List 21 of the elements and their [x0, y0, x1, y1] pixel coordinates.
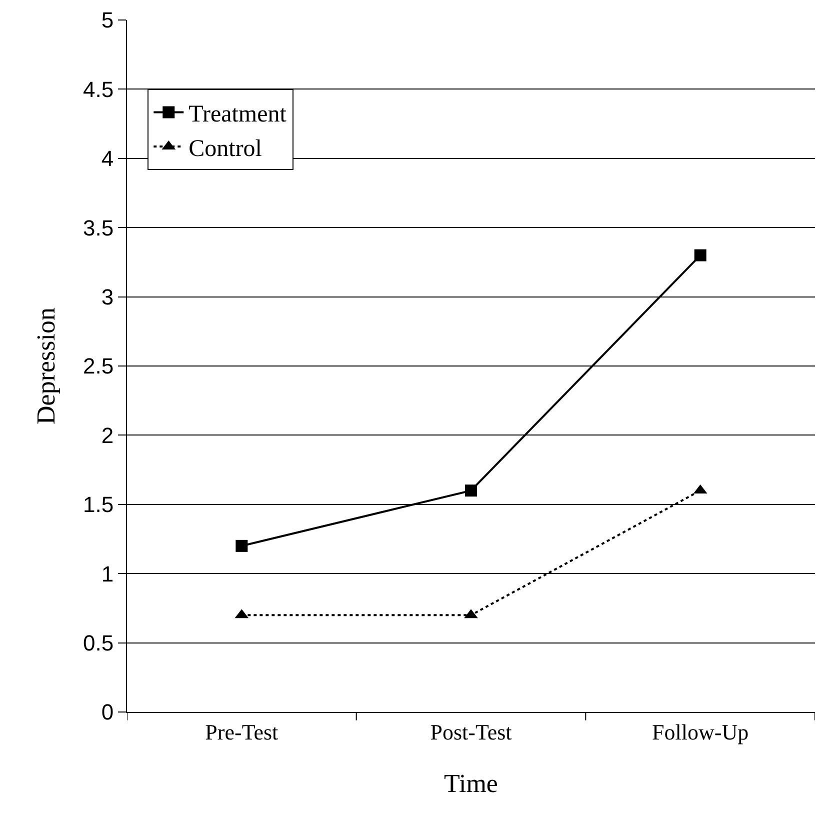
- y-tick-label: 5: [101, 8, 114, 33]
- point: [694, 249, 706, 262]
- y-tick-label: 2.5: [83, 354, 114, 379]
- y-tick-label: 1.5: [83, 492, 114, 518]
- x-tick-label: Pre-Test: [205, 719, 278, 744]
- y-tick-label: 0.5: [83, 630, 114, 656]
- y-axis-title: Depression: [31, 308, 60, 424]
- x-axis-title: Time: [444, 769, 498, 798]
- y-tick-label: 3: [101, 284, 114, 310]
- x-tick-label: Post-Test: [430, 719, 512, 744]
- y-tick-label: 1: [101, 561, 114, 586]
- legend-label: Treatment: [188, 102, 287, 128]
- y-tick-label: 2: [101, 422, 114, 448]
- legend-label: Control: [188, 136, 262, 162]
- point: [465, 484, 477, 497]
- y-tick-label: 0: [101, 700, 114, 725]
- x-tick-label: Follow-Up: [652, 719, 749, 744]
- y-tick-label: 4.5: [83, 76, 114, 102]
- point: [236, 540, 248, 552]
- y-tick-label: 4: [101, 146, 114, 172]
- y-tick-label: 3.5: [83, 215, 114, 240]
